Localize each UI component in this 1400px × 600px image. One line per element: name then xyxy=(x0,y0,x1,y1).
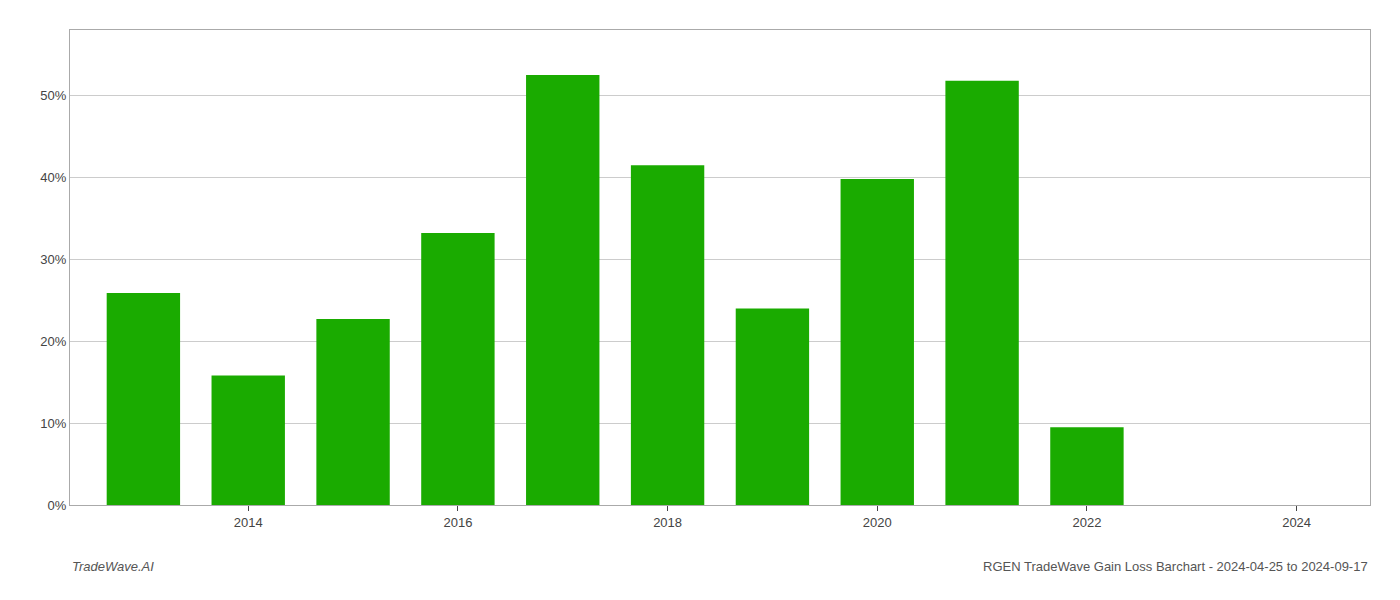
svg-text:2024: 2024 xyxy=(1282,515,1311,530)
svg-text:RGEN TradeWave Gain Loss Barch: RGEN TradeWave Gain Loss Barchart - 2024… xyxy=(983,559,1368,574)
svg-text:30%: 30% xyxy=(40,252,66,267)
svg-text:0%: 0% xyxy=(48,498,67,513)
svg-text:2014: 2014 xyxy=(234,515,263,530)
svg-text:2018: 2018 xyxy=(653,515,682,530)
svg-text:40%: 40% xyxy=(40,170,66,185)
svg-text:10%: 10% xyxy=(40,416,66,431)
svg-text:2020: 2020 xyxy=(863,515,892,530)
svg-text:2016: 2016 xyxy=(443,515,472,530)
svg-text:2022: 2022 xyxy=(1072,515,1101,530)
svg-text:TradeWave.AI: TradeWave.AI xyxy=(72,559,154,574)
svg-text:50%: 50% xyxy=(40,88,66,103)
svg-text:20%: 20% xyxy=(40,334,66,349)
